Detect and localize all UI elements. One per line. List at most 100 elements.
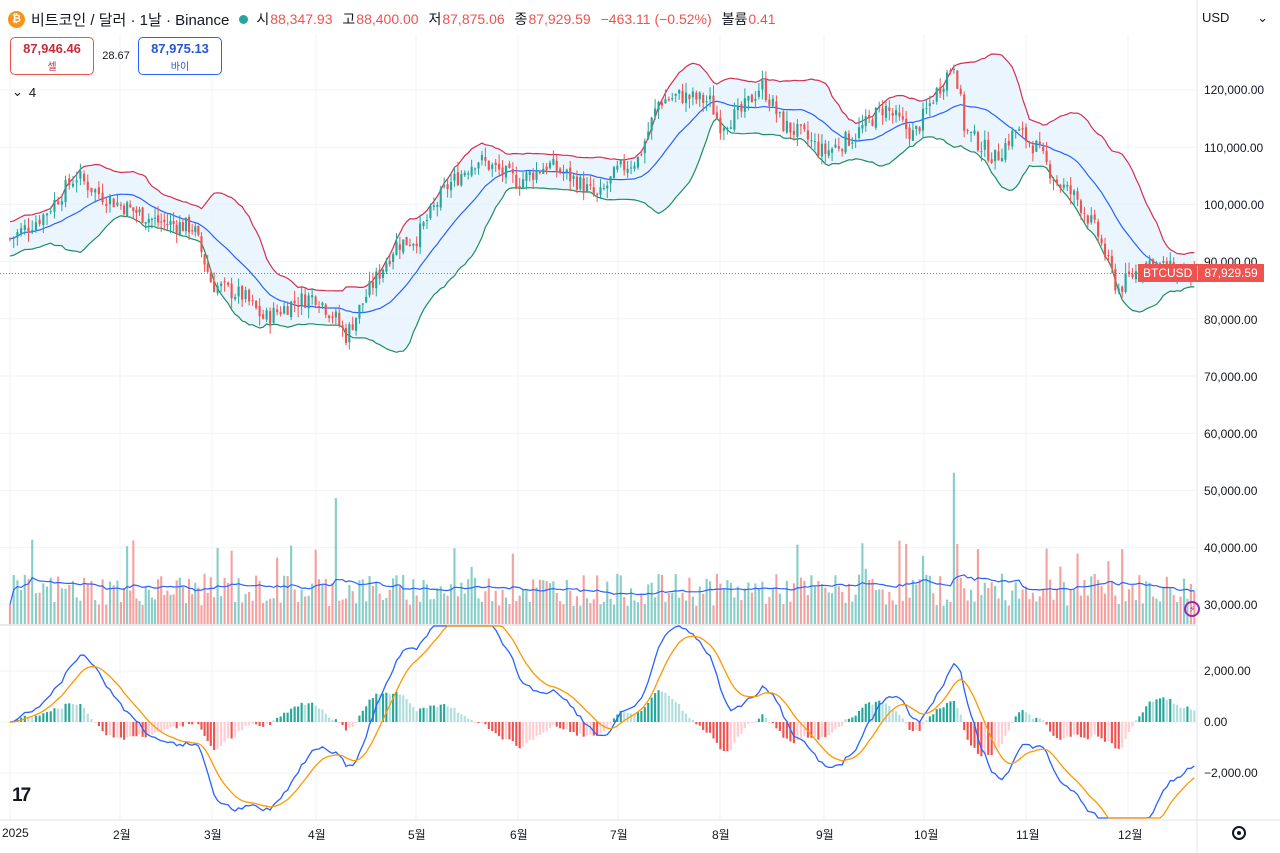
candle-body xyxy=(911,130,914,141)
candle-body xyxy=(532,172,535,180)
volume-bar xyxy=(279,602,282,624)
macd-histogram-bar xyxy=(868,702,871,722)
volume-bar xyxy=(86,584,89,624)
macd-histogram-bar xyxy=(504,722,508,740)
volume-bar xyxy=(691,596,694,624)
macd-histogram-bar xyxy=(1018,712,1021,722)
candle-body xyxy=(915,125,918,130)
time-tick: 2025 xyxy=(2,826,29,840)
volume-bar xyxy=(34,593,37,624)
volume-bar xyxy=(647,584,650,624)
macd-histogram-bar xyxy=(511,722,514,741)
candle-body xyxy=(97,187,100,195)
volume-bar xyxy=(194,582,197,624)
macd-histogram-bar xyxy=(42,713,45,722)
candle-body xyxy=(90,187,93,193)
candle-body xyxy=(764,78,767,101)
macd-histogram-bar xyxy=(980,722,983,757)
volume-bar xyxy=(831,593,834,624)
macd-histogram-bar xyxy=(1011,722,1014,723)
volume-bar xyxy=(990,582,993,624)
candle-body xyxy=(528,171,531,175)
volume-bar xyxy=(71,581,75,624)
macd-histogram-bar xyxy=(1107,722,1110,742)
candle-body xyxy=(83,173,86,182)
candle-body xyxy=(166,224,169,226)
macd-histogram-bar xyxy=(314,705,317,722)
macd-histogram-bar xyxy=(172,722,175,727)
macd-histogram-bar xyxy=(831,722,834,733)
volume-bar xyxy=(743,588,746,624)
macd-histogram-bar xyxy=(244,722,247,726)
candle-body xyxy=(861,125,864,129)
volume-bar xyxy=(1018,598,1021,624)
macd-histogram-bar xyxy=(248,722,251,726)
macd-histogram-bar xyxy=(1134,720,1137,722)
volume-bar xyxy=(736,586,739,624)
candle-body xyxy=(138,209,141,213)
volume-bar xyxy=(209,577,212,624)
macd-histogram-bar xyxy=(841,722,844,726)
candle-body xyxy=(757,90,760,97)
candle-body xyxy=(194,226,197,233)
volume-bar xyxy=(1004,600,1007,624)
candle-body xyxy=(119,204,122,206)
candle-body xyxy=(949,70,952,72)
candle-body xyxy=(504,166,508,178)
candle-body xyxy=(1021,127,1024,130)
time-tick: 10월 xyxy=(914,828,939,842)
candle-body xyxy=(664,99,667,104)
macd-histogram-bar xyxy=(824,722,827,738)
candle-body xyxy=(150,218,153,220)
volume-bar xyxy=(439,586,442,624)
macd-histogram-bar xyxy=(810,722,813,738)
volume-bar xyxy=(719,583,722,624)
macd-histogram-bar xyxy=(8,722,12,723)
sell-button[interactable]: 87,946.46 셀 xyxy=(10,37,94,75)
macd-histogram-bar xyxy=(1131,722,1134,727)
symbol-title[interactable]: 비트코인 / 달러 · 1날 · Binance xyxy=(31,11,230,29)
market-status-dot xyxy=(239,14,249,24)
macd-histogram-bar xyxy=(1055,722,1058,739)
candle-body xyxy=(535,169,538,180)
macd-histogram-bar xyxy=(460,714,463,722)
macd-histogram-bar xyxy=(1169,698,1172,722)
candle-body xyxy=(126,202,129,217)
macd-histogram-bar xyxy=(341,722,344,726)
volume-bar xyxy=(1038,596,1041,624)
tradingview-logo[interactable]: 17 xyxy=(12,785,31,806)
macd-histogram-bar xyxy=(112,722,115,738)
volume-bar xyxy=(935,605,938,624)
macd-histogram-bar xyxy=(57,708,60,722)
alert-icon[interactable]: ⚡ xyxy=(1184,601,1200,617)
macd-histogram-bar xyxy=(344,722,348,731)
volume-bar xyxy=(969,589,973,624)
macd-histogram-bar xyxy=(983,722,986,753)
macd-histogram-bar xyxy=(1172,703,1175,722)
volume-bar xyxy=(629,588,633,624)
macd-histogram-bar xyxy=(408,703,412,722)
settings-icon[interactable] xyxy=(1232,826,1246,840)
candle-body xyxy=(153,217,157,219)
volume-bar xyxy=(1100,586,1103,624)
candle-body xyxy=(771,98,774,106)
macd-histogram-bar xyxy=(474,722,477,723)
currency-selector[interactable]: USD ⌄ xyxy=(1202,10,1268,26)
time-tick: 4월 xyxy=(308,828,326,842)
volume-bar xyxy=(1045,548,1048,624)
macd-histogram-bar xyxy=(71,704,75,722)
candle-body xyxy=(375,271,378,289)
candle-body xyxy=(436,204,439,207)
candle-body xyxy=(53,200,56,212)
volume-bar xyxy=(467,579,470,624)
buy-button[interactable]: 87,975.13 바이 xyxy=(138,37,222,75)
volume-bar xyxy=(864,568,867,624)
indicators-toggle[interactable]: ⌄ 4 xyxy=(12,84,36,100)
volume-bar xyxy=(463,593,466,624)
macd-histogram-bar xyxy=(535,722,538,737)
volume-bar xyxy=(49,577,52,624)
macd-histogram-bar xyxy=(606,722,609,729)
volume-bar xyxy=(1048,579,1052,624)
